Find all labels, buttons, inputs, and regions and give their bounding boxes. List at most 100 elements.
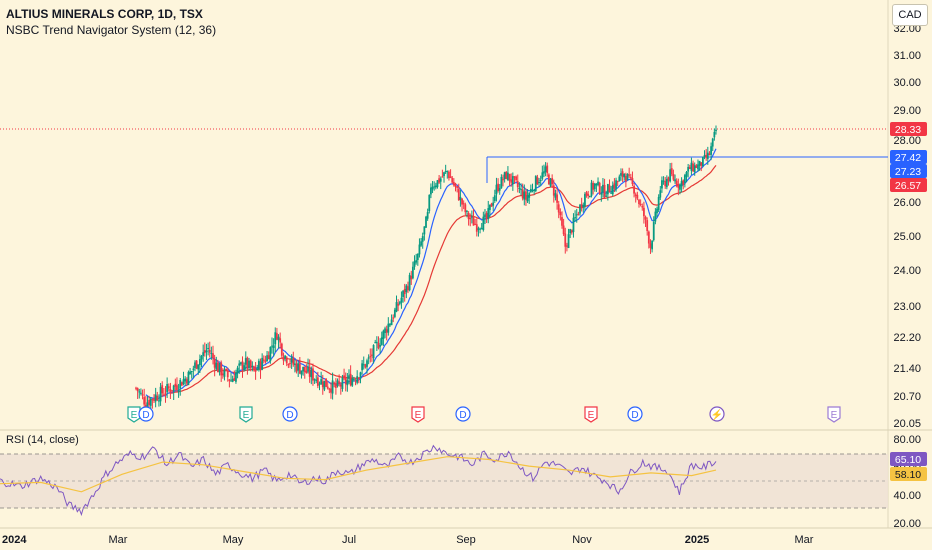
candle-body [287, 364, 290, 366]
earnings-marker-shape [127, 406, 141, 423]
candle-body [389, 324, 391, 326]
candle-body [269, 347, 272, 362]
event-marker-earnings[interactable]: E [127, 406, 141, 423]
indicator-title[interactable]: NSBC Trend Navigator System (12, 36) [6, 23, 217, 37]
candle-body [380, 337, 383, 345]
candle-body [207, 348, 209, 350]
price-badge-bg [890, 178, 927, 192]
symbol-title[interactable]: ALTIUS MINERALS CORP, 1D, TSX [6, 7, 203, 21]
candle-body [624, 175, 627, 182]
candle-body [611, 185, 614, 195]
candle-body [451, 177, 454, 183]
candle-body [231, 379, 234, 382]
price-badges: 28.33 27.42 27.23 26.57 65.10 58.10 [890, 122, 927, 481]
candle-body [195, 360, 198, 369]
candle-body [289, 363, 291, 365]
candle-body [239, 362, 242, 364]
candle-body [144, 404, 147, 408]
candle-body [297, 363, 300, 371]
candle-body [154, 394, 157, 402]
candle-body [654, 211, 657, 222]
candle-body [557, 204, 560, 213]
candle-body [223, 369, 226, 377]
candle-body [582, 204, 585, 207]
candle-body [415, 260, 418, 263]
event-marker-earnings-upcoming[interactable]: E [827, 406, 841, 423]
candle-body [241, 361, 244, 370]
event-marker-earnings[interactable]: E [584, 406, 598, 423]
event-marker-earnings[interactable]: E [239, 406, 253, 423]
candle-body [205, 350, 208, 353]
event-letter: E [415, 410, 422, 421]
candle-body [500, 176, 503, 189]
candle-body [693, 165, 696, 173]
candle-body [315, 379, 318, 382]
candle-body [657, 197, 660, 211]
candle-body [706, 152, 709, 159]
candle-body [672, 174, 675, 180]
candle-body [567, 234, 570, 248]
candle-body [159, 386, 162, 402]
price-tick-label: 31.00 [893, 50, 921, 62]
candle-body [203, 350, 206, 354]
event-marker-dividend[interactable]: D [138, 406, 154, 422]
candle-body [192, 368, 195, 370]
candle-body [312, 368, 314, 381]
candle-body [280, 343, 283, 356]
event-marker-dividend[interactable]: D [627, 406, 643, 422]
candle-body [136, 388, 139, 392]
candle-body [410, 275, 413, 280]
candle-body [190, 370, 193, 373]
candle-body [262, 359, 265, 361]
candle-body [393, 309, 396, 317]
event-letter: E [131, 410, 138, 421]
candle-body [459, 196, 462, 201]
candle-body [140, 392, 142, 394]
candle-body [197, 364, 200, 370]
candle-body [588, 195, 591, 198]
candle-body [359, 372, 362, 378]
currency-button[interactable]: CAD [892, 4, 928, 26]
price-badge-bg [890, 164, 927, 178]
candle-body [276, 333, 278, 340]
candle-body [484, 214, 486, 218]
rsi-title[interactable]: RSI (14, close) [6, 434, 79, 446]
candle-body [166, 384, 169, 393]
event-marker-earnings[interactable]: E [411, 406, 425, 423]
candle-body [584, 194, 586, 207]
candle-body [700, 162, 703, 166]
candle-body [295, 363, 298, 372]
candle-body [420, 241, 422, 246]
candle-body [279, 338, 282, 343]
price-badge-bg [890, 122, 927, 136]
rsi-tick-label: 20.00 [893, 518, 921, 530]
candle-body [606, 183, 609, 195]
candle-body [172, 385, 175, 392]
candle-body [443, 172, 445, 177]
candle-body [180, 382, 183, 386]
candle-body [146, 402, 149, 408]
event-marker-split[interactable]: ⚡ [709, 406, 725, 422]
candle-body [439, 178, 442, 182]
rsi-ma-line [0, 456, 717, 493]
event-letter: D [631, 410, 638, 421]
event-marker-dividend[interactable]: D [282, 406, 298, 422]
time-axis-label: May [223, 534, 244, 546]
candle-body [244, 358, 247, 365]
candle-body [708, 153, 711, 156]
event-marker-dividend[interactable]: D [455, 406, 471, 422]
candle-body [423, 226, 426, 235]
candle-body [421, 236, 424, 242]
candle-body [675, 180, 678, 186]
candle-body [525, 191, 527, 200]
candle-body [369, 356, 372, 358]
candle-body [174, 383, 177, 387]
fast-trend-path [145, 148, 717, 400]
price-badge: 27.23 [890, 164, 927, 178]
price-tick-label: 28.00 [893, 135, 921, 147]
candles-group [135, 125, 717, 414]
candle-body [593, 183, 596, 190]
candle-body [661, 180, 663, 189]
candle-body [592, 183, 595, 190]
candle-body [551, 178, 554, 185]
